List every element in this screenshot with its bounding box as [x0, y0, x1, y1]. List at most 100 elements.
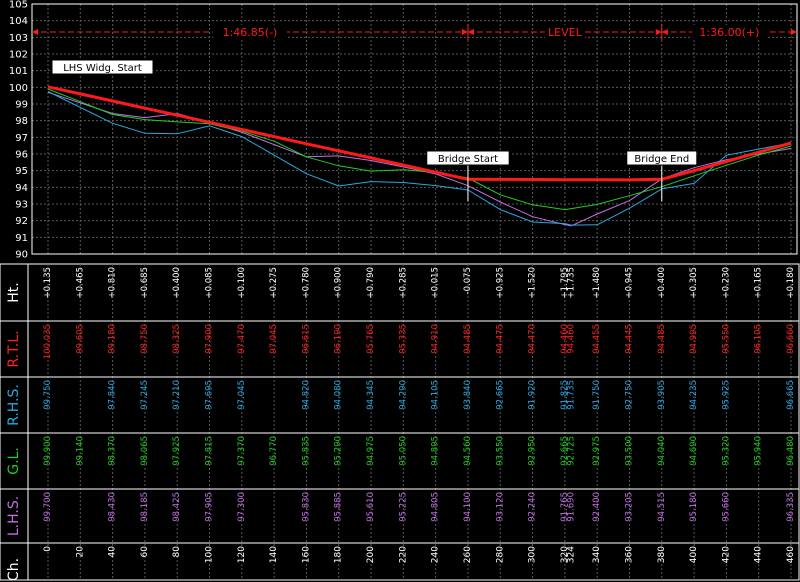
- table-cell: 93.550: [495, 436, 505, 466]
- table-row-label: Ht.: [6, 282, 22, 302]
- y-tick-label: 93: [15, 200, 28, 211]
- table-cell: 94.470: [528, 324, 538, 354]
- table-cell: 94.460: [566, 324, 576, 354]
- table-cell: 94.100: [463, 492, 473, 522]
- table-cell: +1.735: [566, 267, 576, 298]
- y-tick-label: 92: [15, 216, 28, 227]
- table-cell: 92.400: [592, 492, 602, 522]
- table-cell: 94.445: [624, 324, 634, 354]
- table-cell: 95.830: [301, 492, 311, 522]
- y-tick-label: 96: [15, 150, 28, 161]
- table-cell: +0.780: [301, 267, 311, 298]
- table-cell: +1.795: [560, 267, 570, 298]
- table-cell: 95.885: [334, 492, 344, 522]
- x-tick-label: 20: [75, 546, 85, 558]
- table-cell: 95.610: [366, 492, 376, 522]
- grade-arrow-right: [655, 29, 662, 35]
- table-cell: +0.015: [431, 267, 441, 298]
- table-cell: 100.035: [43, 324, 53, 359]
- table-cell: 97.045: [269, 324, 279, 354]
- table-cell: +0.900: [334, 267, 344, 298]
- table-cell: 94.910: [431, 324, 441, 354]
- y-tick-label: 103: [9, 33, 28, 44]
- grade-arrow-right: [791, 29, 797, 35]
- table-cell: +0.305: [689, 267, 699, 298]
- table-cell: 95.835: [301, 436, 311, 466]
- table-cell: 99.180: [108, 324, 118, 354]
- table-cell: 94.345: [366, 380, 376, 410]
- table-cell: 97.695: [205, 380, 215, 410]
- table-cell: 97.470: [237, 324, 247, 354]
- table-cell: 98.750: [140, 324, 150, 354]
- table-cell: 95.550: [721, 324, 731, 354]
- table-cell: +0.230: [721, 267, 731, 298]
- y-tick-label: 90: [15, 250, 28, 261]
- table-row-label: L.H.S.: [6, 496, 22, 536]
- y-tick-label: 99: [15, 100, 28, 111]
- x-tick-label: 80: [172, 546, 182, 558]
- x-tick-label: 380: [657, 546, 667, 563]
- annotation-label: LHS Widg. Start: [63, 63, 142, 74]
- table-cell: 99.750: [43, 380, 53, 410]
- annotation-box: [426, 150, 510, 166]
- table-cell: 92.665: [495, 380, 505, 410]
- table-cell: 94.975: [366, 436, 376, 466]
- table-cell: 94.805: [431, 492, 441, 522]
- table-cell: 95.335: [398, 324, 408, 354]
- x-tick-label: 420: [721, 546, 731, 563]
- table-cell: 92.665: [560, 436, 570, 466]
- table-cell: 91.690: [566, 492, 576, 522]
- table-cell: 94.690: [689, 436, 699, 466]
- grade-arrow-left: [32, 29, 38, 35]
- table-cell: 94.290: [398, 380, 408, 410]
- table-cell: 94.235: [689, 380, 699, 410]
- table-cell: 97.925: [172, 436, 182, 466]
- table-cell: +0.685: [140, 267, 150, 298]
- table-cell: 94.040: [657, 436, 667, 466]
- table-cell: +0.945: [624, 267, 634, 298]
- grade-label-bg: [544, 25, 585, 38]
- x-tick-label: 0: [43, 546, 53, 552]
- x-tick-label: 100: [205, 546, 215, 563]
- grade-arrow-right: [461, 29, 468, 35]
- table-cell: 94.460: [560, 324, 570, 354]
- grade-label-bg: [212, 25, 287, 38]
- y-tick-label: 105: [9, 0, 28, 11]
- table-cell: 96.615: [301, 324, 311, 354]
- x-tick-label: 200: [366, 546, 376, 563]
- y-tick-label: 91: [15, 233, 28, 244]
- annotation-label: Bridge Start: [438, 154, 498, 165]
- table-cell: 97.905: [205, 492, 215, 522]
- x-tick-label: 324: [566, 546, 576, 563]
- grade-label: LEVEL: [548, 26, 583, 39]
- x-tick-label: 160: [301, 546, 311, 563]
- table-cell: 96.665: [786, 380, 796, 410]
- table-cell: 97.840: [108, 380, 118, 410]
- table-cell: 94.485: [463, 324, 473, 354]
- table-cell: +0.790: [366, 267, 376, 298]
- table-cell: 96.190: [334, 324, 344, 354]
- y-tick-label: 98: [15, 116, 28, 127]
- table-cell: 94.455: [592, 324, 602, 354]
- x-tick-label: 220: [398, 546, 408, 563]
- table-cell: 94.895: [431, 436, 441, 466]
- annotation-label: Bridge End: [634, 154, 689, 165]
- table-cell: 95.180: [689, 492, 699, 522]
- y-tick-label: 97: [15, 133, 28, 144]
- table-cell: 91.825: [560, 380, 570, 410]
- table-cell: +0.100: [237, 267, 247, 298]
- x-tick-label: 340: [592, 546, 602, 563]
- plot-frame: [31, 3, 798, 255]
- y-tick-label: 101: [9, 66, 28, 77]
- y-tick-label: 102: [9, 50, 28, 61]
- annotation-box: [51, 59, 154, 75]
- table-cell: 93.120: [495, 492, 505, 522]
- table-cell: 93.500: [624, 436, 634, 466]
- table-cell: 98.430: [108, 492, 118, 522]
- x-tick-label: 440: [754, 546, 764, 563]
- grade-label-bg: [692, 25, 767, 38]
- table-cell: +0.275: [269, 267, 279, 298]
